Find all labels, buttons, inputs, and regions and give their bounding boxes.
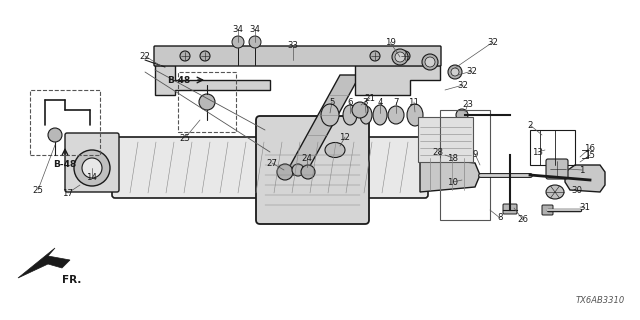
- Circle shape: [392, 49, 408, 65]
- FancyBboxPatch shape: [65, 133, 119, 192]
- Circle shape: [370, 51, 380, 61]
- Polygon shape: [420, 157, 480, 192]
- Text: 8: 8: [497, 213, 503, 222]
- Text: 4: 4: [377, 98, 383, 107]
- Text: 27: 27: [266, 158, 278, 167]
- Polygon shape: [355, 65, 440, 95]
- Circle shape: [422, 54, 438, 70]
- Ellipse shape: [373, 105, 387, 125]
- Text: 10: 10: [447, 178, 458, 187]
- Text: 26: 26: [518, 215, 529, 225]
- Polygon shape: [285, 75, 360, 175]
- Circle shape: [456, 109, 468, 121]
- Text: TX6AB3310: TX6AB3310: [576, 296, 625, 305]
- Text: 23: 23: [463, 100, 474, 108]
- Ellipse shape: [546, 185, 564, 199]
- Text: 34: 34: [232, 25, 243, 34]
- Polygon shape: [565, 165, 605, 192]
- FancyBboxPatch shape: [112, 137, 428, 198]
- Text: 22: 22: [140, 52, 150, 60]
- Bar: [178, 72, 236, 132]
- Text: 19: 19: [385, 37, 396, 46]
- Circle shape: [277, 164, 293, 180]
- Text: B-48: B-48: [53, 160, 77, 169]
- Ellipse shape: [388, 106, 404, 124]
- Text: FR.: FR.: [62, 275, 81, 285]
- Text: 33: 33: [287, 41, 298, 50]
- Circle shape: [292, 164, 304, 176]
- FancyBboxPatch shape: [154, 46, 441, 66]
- Bar: [418, 117, 473, 162]
- Text: 25: 25: [179, 133, 191, 142]
- Circle shape: [74, 150, 110, 186]
- Circle shape: [400, 51, 410, 61]
- Text: 15: 15: [584, 150, 595, 159]
- Text: 34: 34: [250, 25, 260, 34]
- Circle shape: [180, 51, 190, 61]
- FancyBboxPatch shape: [256, 116, 369, 224]
- Ellipse shape: [407, 104, 423, 126]
- Circle shape: [448, 65, 462, 79]
- Text: 6: 6: [348, 98, 353, 107]
- Text: 32: 32: [488, 37, 499, 46]
- Circle shape: [48, 128, 62, 142]
- Text: 11: 11: [408, 98, 419, 107]
- Circle shape: [232, 36, 244, 48]
- Text: 1: 1: [579, 165, 585, 174]
- Circle shape: [352, 102, 368, 118]
- Ellipse shape: [321, 104, 339, 126]
- Ellipse shape: [343, 105, 357, 125]
- Ellipse shape: [325, 142, 345, 157]
- Circle shape: [301, 165, 315, 179]
- Bar: [440, 110, 490, 220]
- Text: B-48: B-48: [167, 76, 190, 84]
- Text: 32: 32: [467, 67, 477, 76]
- Text: 28: 28: [433, 148, 444, 156]
- FancyBboxPatch shape: [546, 159, 568, 179]
- Text: 32: 32: [458, 81, 468, 90]
- Ellipse shape: [360, 106, 372, 124]
- Text: 24: 24: [301, 154, 312, 163]
- Text: 12: 12: [339, 132, 351, 141]
- Circle shape: [82, 158, 102, 178]
- Circle shape: [200, 51, 210, 61]
- Text: 13: 13: [532, 148, 543, 156]
- Circle shape: [395, 52, 405, 62]
- Text: 7: 7: [393, 98, 399, 107]
- Text: 30: 30: [572, 186, 582, 195]
- Polygon shape: [155, 65, 270, 95]
- Text: 16: 16: [584, 143, 595, 153]
- Text: 14: 14: [86, 172, 97, 181]
- Bar: [530, 130, 575, 165]
- Text: 9: 9: [472, 149, 477, 158]
- Polygon shape: [18, 248, 70, 278]
- Circle shape: [199, 94, 215, 110]
- Bar: [30, 90, 100, 155]
- Text: 25: 25: [33, 186, 44, 195]
- Circle shape: [451, 68, 459, 76]
- FancyBboxPatch shape: [503, 204, 517, 214]
- Circle shape: [249, 36, 261, 48]
- FancyBboxPatch shape: [542, 205, 553, 215]
- Text: 5: 5: [329, 98, 335, 107]
- Text: 2: 2: [527, 121, 532, 130]
- Text: 18: 18: [447, 154, 458, 163]
- Circle shape: [425, 57, 435, 67]
- Text: 17: 17: [63, 188, 74, 197]
- Text: 3: 3: [362, 98, 368, 107]
- Text: 31: 31: [579, 204, 591, 212]
- Text: 21: 21: [365, 93, 376, 102]
